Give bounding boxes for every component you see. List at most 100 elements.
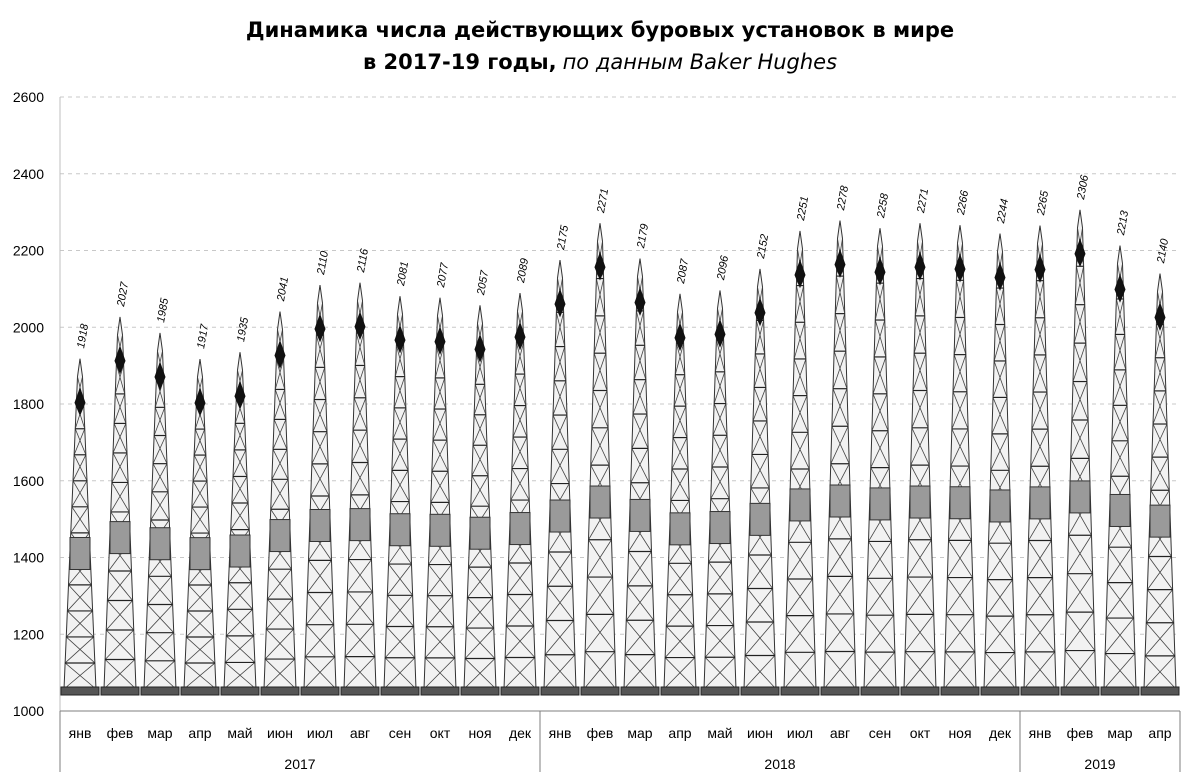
bar-rig [1140, 273, 1180, 696]
rig-brace [384, 626, 415, 659]
rig-brace [625, 620, 656, 655]
rig-brace [951, 391, 968, 430]
rig-brace [307, 560, 332, 593]
rig-brace [225, 635, 256, 663]
rig-brace [228, 582, 253, 610]
rig-brace [710, 466, 729, 499]
y-tick-label: 2000 [13, 319, 44, 335]
rig-brace [753, 387, 768, 422]
rig-brace [1035, 280, 1046, 318]
rig-brace [833, 313, 846, 352]
rig-brace [991, 433, 1010, 471]
rig-brace [113, 423, 128, 454]
rig-brace [308, 560, 333, 593]
rig-frame [1143, 273, 1177, 690]
rig-brace [664, 657, 697, 690]
data-label: 2140 [1155, 237, 1171, 265]
rig-brace [673, 405, 688, 438]
rig-brace [754, 320, 765, 355]
rig-frame [503, 293, 537, 690]
rig-brace [671, 468, 690, 501]
rig-brace [1112, 369, 1127, 406]
rig-brace [153, 407, 166, 436]
rig-brace [543, 654, 576, 690]
rig-brace [392, 438, 409, 471]
rig-frame [1103, 245, 1137, 690]
x-tick-label: дек [509, 725, 532, 741]
rig-brace [265, 598, 293, 630]
rig-brace [1114, 298, 1125, 335]
rig-brace [1024, 614, 1055, 653]
rig-brace [593, 315, 606, 354]
rig-brace [111, 482, 130, 513]
rig-brace [144, 660, 177, 690]
rig-brace [745, 621, 776, 656]
rig-brace [427, 595, 455, 628]
data-label: 2266 [955, 189, 971, 217]
rig-brace [348, 559, 373, 593]
rig-brace [593, 353, 608, 391]
y-tick-label: 1000 [13, 703, 44, 719]
rig-brace [111, 452, 128, 483]
rig-crown [834, 249, 846, 278]
rig-brace [592, 353, 607, 391]
rig-brace [1154, 357, 1167, 392]
rig-brace [707, 561, 732, 595]
rig-brace [503, 657, 536, 690]
rig-brace [953, 354, 968, 392]
rig-base [540, 686, 580, 696]
rig-base [300, 686, 340, 696]
rig-brace [464, 627, 495, 659]
rig-brace [1152, 423, 1169, 458]
rig-brace [784, 652, 817, 690]
rig-brace [1065, 611, 1096, 651]
bar-rig [900, 223, 940, 696]
rig-housing [949, 486, 971, 520]
rig-brace [150, 491, 169, 521]
rig-brace [1153, 357, 1166, 392]
rig-brace [227, 609, 255, 637]
rig-brace [147, 576, 172, 605]
data-label: 2213 [1115, 209, 1131, 237]
rig-brace [947, 577, 975, 615]
rig-brace [825, 613, 856, 652]
rig-brace [152, 463, 169, 493]
rig-brace [183, 662, 216, 690]
rig-base [140, 686, 180, 696]
rig-crown [954, 253, 966, 283]
rig-brace [188, 584, 213, 612]
rig-frame [663, 293, 697, 690]
rig-brace [945, 614, 976, 653]
rig-brace [1154, 324, 1165, 358]
rig-brace [1150, 456, 1169, 491]
rig-housing [989, 489, 1011, 523]
rig-brace [1114, 334, 1127, 370]
rig-brace [432, 439, 449, 472]
rig-brace [552, 380, 567, 416]
rig-frame [383, 296, 417, 690]
rig-brace [1148, 556, 1173, 590]
rig-brace [347, 591, 375, 625]
rig-brace [1072, 342, 1087, 382]
rig-brace [312, 399, 327, 432]
rig-brace [513, 405, 528, 438]
rig-brace [910, 427, 929, 466]
rig-brace [310, 463, 329, 497]
rig-brace [547, 586, 575, 621]
rig-brace [353, 365, 366, 398]
rig-brace [950, 428, 969, 467]
rig-base [620, 686, 660, 696]
data-label: 2081 [395, 260, 411, 287]
rig-crown [634, 287, 646, 316]
rig-brace [871, 393, 888, 431]
rig-brace [675, 343, 686, 375]
rig-brace [468, 566, 493, 598]
rig-brace [743, 655, 776, 690]
rig-brace [511, 436, 528, 469]
rig-housing [709, 511, 731, 545]
rig-frame [343, 282, 377, 690]
data-labels: 1918 2027 1985 1917 1935 2041 2110 2116 2081 2077… [75, 173, 1171, 349]
rig-brace [507, 594, 535, 627]
data-label: 2271 [595, 188, 611, 215]
rig-brace [504, 625, 535, 658]
